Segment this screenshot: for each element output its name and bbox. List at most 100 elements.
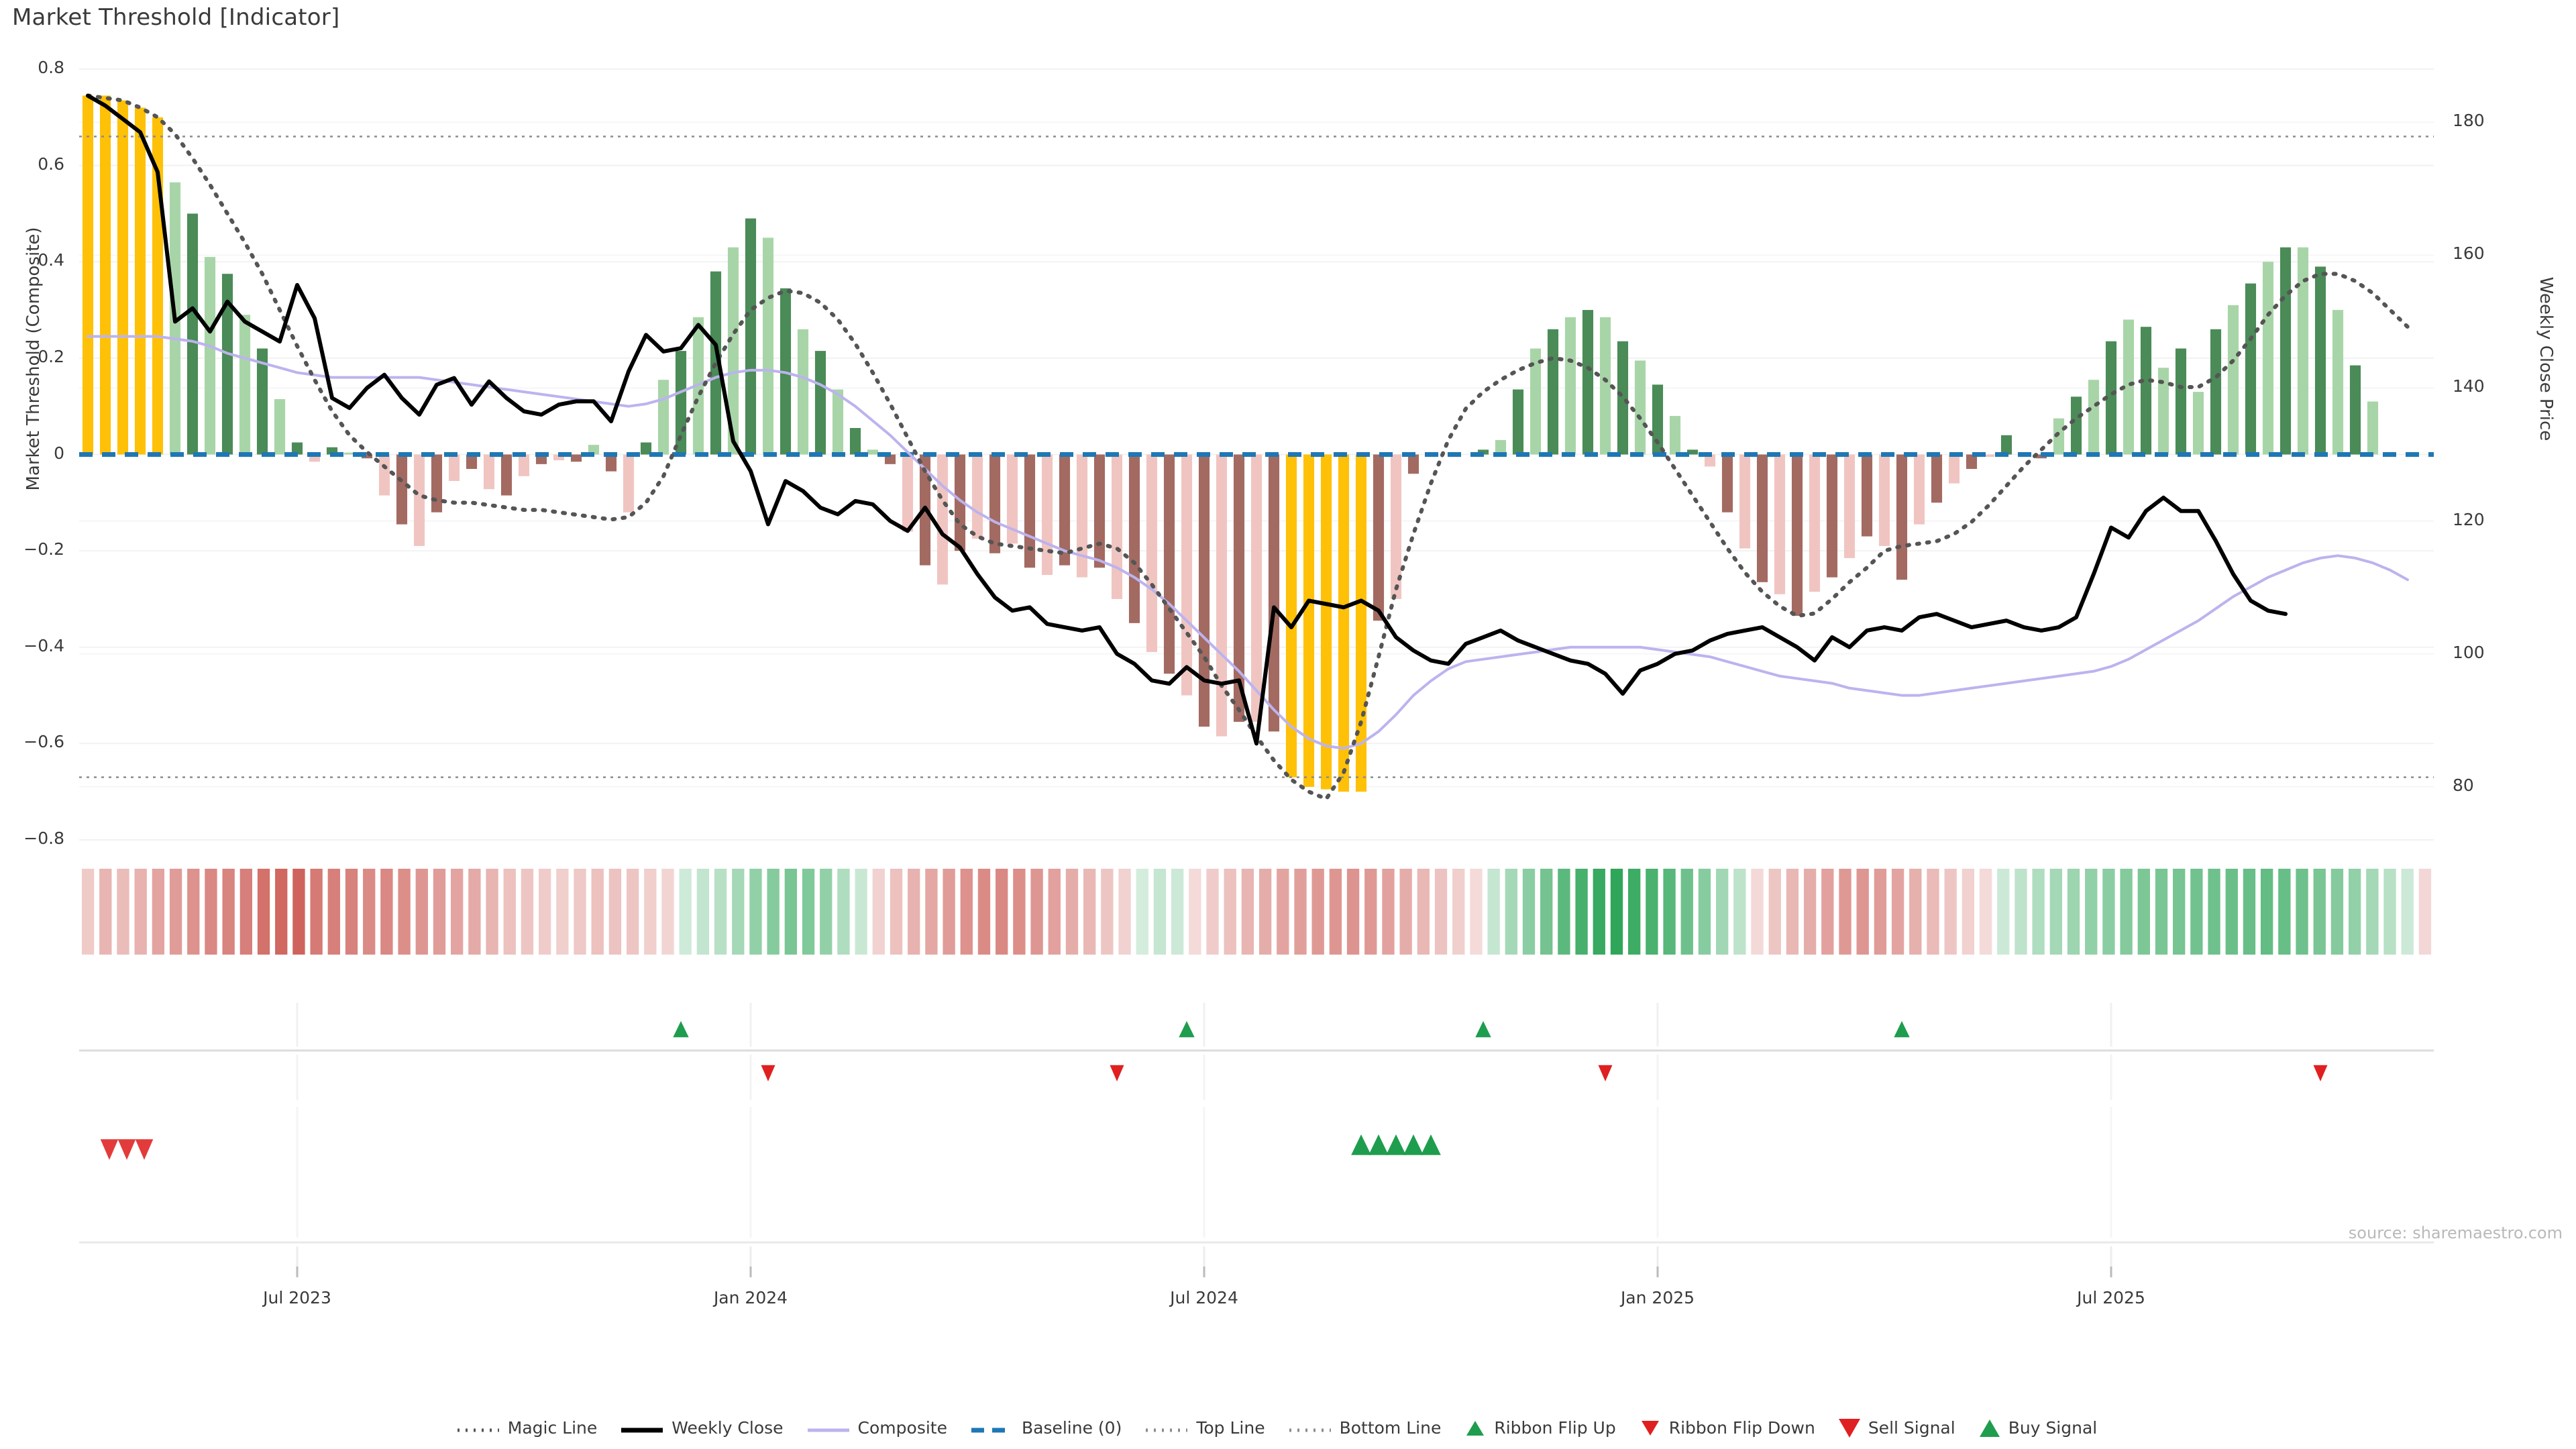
histogram-bar (134, 107, 146, 455)
ribbon-cell (608, 869, 622, 955)
ribbon-cell (205, 869, 217, 955)
ribbon-cell (1821, 869, 1834, 955)
histogram-bar (1320, 454, 1332, 790)
ribbon-cell (1311, 869, 1324, 955)
ribbon-cell (2366, 869, 2379, 955)
ribbon-flip-up-marker (1179, 1021, 1195, 1038)
legend-item-composite[interactable]: Composite (806, 1418, 947, 1438)
histogram-bar (1878, 454, 1890, 546)
legend-item-baseline-0[interactable]: Baseline (0) (970, 1418, 1122, 1438)
y-tick-left: 0.4 (38, 250, 64, 270)
ribbon-cell (2067, 869, 2080, 955)
histogram-bar (2297, 247, 2309, 455)
histogram-bar (588, 445, 600, 455)
histogram-bar (1477, 449, 1489, 455)
legend-label: Top Line (1196, 1418, 1265, 1438)
ribbon-cell (415, 869, 428, 955)
histogram-bar (2157, 368, 2169, 455)
sell-signal-marker (117, 1139, 136, 1160)
source-credit: source: sharemaestro.com (2348, 1224, 2563, 1242)
ribbon-cell (468, 869, 481, 955)
ribbon-cell (1663, 869, 1676, 955)
ribbon-cell (1803, 869, 1817, 955)
ribbon-cell (134, 869, 147, 955)
y-tick-left: −0.2 (23, 539, 64, 559)
histogram-bar (1686, 449, 1699, 455)
legend-item-ribbon-flip-down[interactable]: Ribbon Flip Down (1639, 1418, 1815, 1438)
ribbon-cell (310, 869, 323, 955)
y-tick-left: −0.8 (23, 828, 64, 848)
histogram-bar (884, 454, 896, 464)
ribbon-cell (1874, 869, 1887, 955)
histogram-bar (1704, 454, 1716, 467)
histogram-bar (274, 398, 286, 455)
histogram-bar (518, 454, 530, 476)
ribbon-cell (714, 869, 727, 955)
legend-item-sell-signal[interactable]: Sell Signal (1838, 1418, 1955, 1438)
legend-item-top-line[interactable]: Top Line (1144, 1418, 1265, 1438)
ribbon-flip-down-marker (1110, 1065, 1124, 1081)
ribbon-cell (1997, 869, 2010, 955)
histogram-bar (1128, 454, 1140, 623)
buy-signal-marker (1386, 1134, 1406, 1155)
histogram-bar (1041, 454, 1053, 576)
histogram-bar (832, 389, 844, 455)
ribbon-cell (1294, 869, 1307, 955)
histogram-bar (2332, 310, 2344, 455)
ribbon-cell (2225, 869, 2238, 955)
histogram-bar (1216, 454, 1228, 737)
histogram-bar (1948, 454, 1960, 484)
legend-item-weekly-close[interactable]: Weekly Close (620, 1418, 784, 1438)
ribbon-cell (1593, 869, 1605, 955)
ribbon-cell (2085, 869, 2098, 955)
y-tick-right: 160 (2453, 244, 2485, 264)
legend-swatch (1464, 1420, 1487, 1436)
histogram-bar (1529, 348, 1542, 455)
x-tick: Jul 2025 (2077, 1288, 2145, 1307)
legend-label: Weekly Close (672, 1418, 784, 1438)
y-tick-right: 80 (2453, 775, 2474, 795)
y-tick-left: −0.4 (23, 635, 64, 655)
histogram-bar (1861, 454, 1873, 537)
y-tick-left: 0 (54, 443, 64, 463)
histogram-bar (623, 454, 635, 513)
histogram-bar (1652, 384, 1664, 455)
legend-item-buy-signal[interactable]: Buy Signal (1978, 1418, 2097, 1438)
legend-swatch (806, 1421, 851, 1435)
ribbon-cell (767, 869, 780, 955)
chart-title: Market Threshold [Indicator] (12, 4, 340, 31)
ribbon-cell (1258, 869, 1272, 955)
legend-item-magic-line[interactable]: Magic Line (456, 1418, 597, 1438)
histogram-bar (640, 442, 652, 455)
ribbon-cell (292, 869, 305, 955)
ribbon-cell (626, 869, 639, 955)
histogram-bar (1495, 439, 1507, 455)
histogram-bar (570, 454, 582, 462)
histogram-bar (1355, 454, 1367, 792)
chart-legend: Magic Line Weekly Close Composite Baseline … (0, 1418, 2576, 1438)
ribbon-cell (1715, 869, 1729, 955)
legend-item-ribbon-flip-up[interactable]: Ribbon Flip Up (1464, 1418, 1616, 1438)
ribbon-cell (556, 869, 569, 955)
histogram-bar (2123, 319, 2135, 455)
ribbon-cell (1839, 869, 1851, 955)
ribbon-cell (2190, 869, 2203, 955)
ribbon-cell (2032, 869, 2045, 955)
histogram-bar (1198, 454, 1210, 727)
buy-signal-marker (1351, 1134, 1371, 1155)
histogram-bar (1913, 454, 1925, 525)
ribbon-cell (1030, 869, 1043, 955)
ribbon-cell (398, 869, 411, 955)
ribbon-cell (679, 869, 692, 955)
buy-signal-marker (1368, 1134, 1389, 1155)
ribbon-cell (1540, 869, 1553, 955)
composite-line (87, 335, 2409, 750)
legend-item-bottom-line[interactable]: Bottom Line (1288, 1418, 1441, 1438)
histogram-bar (396, 454, 408, 525)
ribbon-cell (872, 869, 885, 955)
ribbon-cell (802, 869, 815, 955)
legend-label: Composite (857, 1418, 947, 1438)
x-tick: Jul 2023 (263, 1288, 331, 1307)
ribbon-cell (538, 869, 551, 955)
histogram-bar (1006, 454, 1018, 544)
